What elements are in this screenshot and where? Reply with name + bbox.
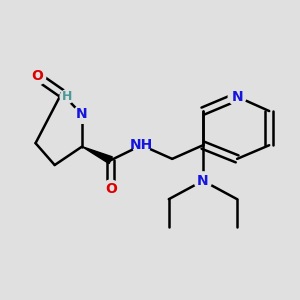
Circle shape xyxy=(102,180,120,198)
Text: H: H xyxy=(62,90,72,103)
Text: NH: NH xyxy=(130,138,153,152)
Text: O: O xyxy=(105,182,117,196)
Circle shape xyxy=(73,106,91,123)
Circle shape xyxy=(28,67,46,85)
Circle shape xyxy=(60,90,74,104)
Circle shape xyxy=(133,136,150,154)
Text: N: N xyxy=(76,107,88,122)
Circle shape xyxy=(228,88,246,106)
Circle shape xyxy=(194,172,212,190)
Text: N: N xyxy=(197,174,209,188)
Text: N: N xyxy=(231,90,243,104)
Text: O: O xyxy=(31,69,43,83)
Polygon shape xyxy=(82,147,112,164)
